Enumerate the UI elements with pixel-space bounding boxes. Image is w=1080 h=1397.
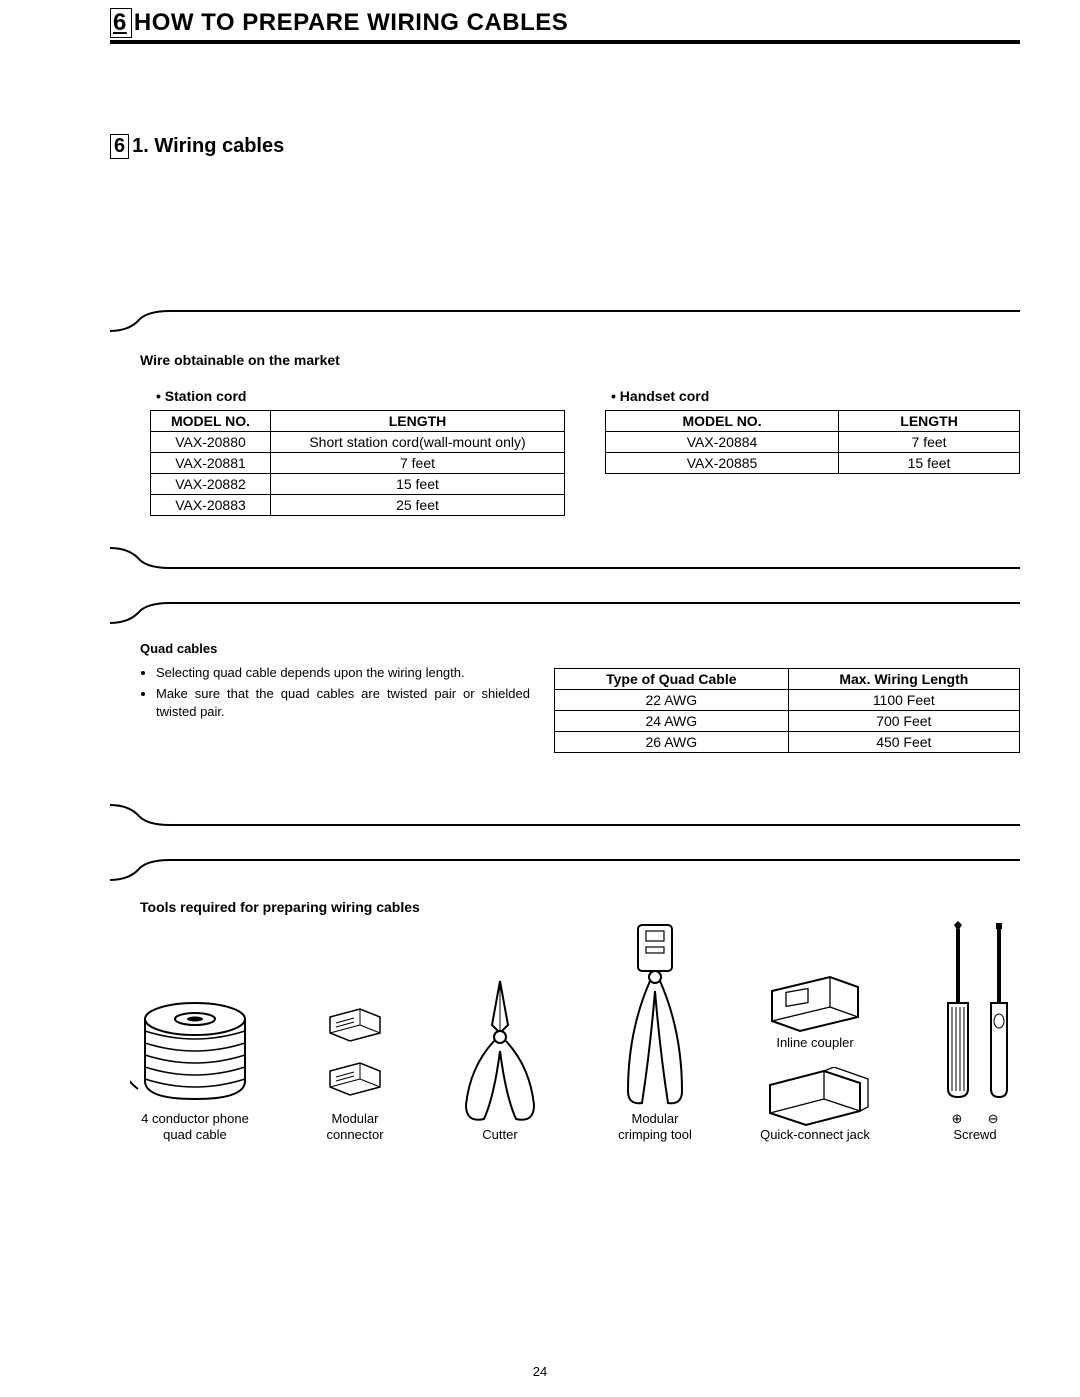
tool-cutter: Cutter [450, 977, 550, 1143]
tool-label: Inline coupler [760, 1035, 870, 1051]
quad-title: Quad cables [140, 640, 530, 658]
screwdriver-icon [930, 921, 1020, 1111]
quad-text: Quad cables Selecting quad cable depends… [140, 640, 530, 724]
table-row: 22 AWG1100 Feet [555, 690, 1020, 711]
handset-cord-label: • Handset cord [611, 388, 1020, 404]
quad-bullet: Make sure that the quad cables are twist… [156, 685, 530, 720]
wire-market-heading: Wire obtainable on the market [140, 352, 1020, 368]
quad-cable-table: Type of Quad Cable Max. Wiring Length 22… [554, 668, 1020, 753]
table-row: VAX-2088215 feet [151, 474, 565, 495]
chapter-title-text: HOW TO PREPARE WIRING CABLES [134, 9, 568, 36]
tool-screwdrivers: ⊕ ⊖ Screwd [930, 921, 1020, 1142]
section-index: 1. [132, 135, 149, 157]
quad-bullet: Selecting quad cable depends upon the wi… [156, 664, 530, 682]
table-row: VAX-2088515 feet [606, 453, 1020, 474]
table-row: 26 AWG450 Feet [555, 732, 1020, 753]
handset-th-model: MODEL NO. [606, 411, 839, 432]
cutter-icon [450, 977, 550, 1127]
tool-label: Modular connector [326, 1111, 383, 1142]
table-row: 24 AWG700 Feet [555, 711, 1020, 732]
tool-label: Cutter [482, 1127, 517, 1143]
quad-th-max: Max. Wiring Length [788, 669, 1019, 690]
tool-label: 4 conductor phone quad cable [141, 1111, 249, 1142]
table-row: VAX-208817 feet [151, 453, 565, 474]
quad-cables-section: Quad cables Selecting quad cable depends… [140, 640, 1020, 753]
tool-label: Quick-connect jack [760, 1127, 870, 1143]
tools-heading: Tools required for preparing wiring cabl… [140, 899, 1020, 915]
cord-tables-row: • Station cord MODEL NO. LENGTH VAX-2088… [150, 388, 1020, 516]
table-row: VAX-2088325 feet [151, 495, 565, 516]
modular-connector-icon [320, 1001, 390, 1111]
section-heading: 61. Wiring cables [110, 134, 1020, 159]
quick-connect-jack-icon [760, 1067, 870, 1127]
station-cord-label: • Station cord [156, 388, 565, 404]
divider-curve-open-1 [110, 309, 1020, 333]
section-title: Wiring cables [154, 135, 284, 157]
station-cord-table: MODEL NO. LENGTH VAX-20880Short station … [150, 410, 565, 516]
divider-curve-open-2 [110, 601, 1020, 625]
station-cord-group: • Station cord MODEL NO. LENGTH VAX-2088… [150, 388, 565, 516]
divider-curve-open-3 [110, 858, 1020, 882]
station-th-length: LENGTH [271, 411, 565, 432]
tool-modular-connector: Modular connector [320, 1001, 390, 1142]
table-row: VAX-20880Short station cord(wall-mount o… [151, 432, 565, 453]
chapter-header: 6HOW TO PREPARE WIRING CABLES [110, 8, 1020, 44]
table-row: VAX-208847 feet [606, 432, 1020, 453]
handset-cord-group: • Handset cord MODEL NO. LENGTH VAX-2088… [605, 388, 1020, 516]
tool-cable-spool: 4 conductor phone quad cable [130, 991, 260, 1142]
quad-th-type: Type of Quad Cable [555, 669, 789, 690]
tool-coupler-and-jack: Inline coupler Quick-connect jack [760, 971, 870, 1142]
inline-coupler-icon [760, 971, 870, 1035]
station-th-model: MODEL NO. [151, 411, 271, 432]
tool-crimping-tool: Modular crimping tool [610, 921, 700, 1142]
crimping-tool-icon [610, 921, 700, 1111]
tool-label: Screwd [953, 1127, 996, 1143]
section-number-box: 6 [110, 134, 129, 159]
handset-th-length: LENGTH [839, 411, 1020, 432]
page-number: 24 [0, 1364, 1080, 1379]
cable-spool-icon [130, 991, 260, 1111]
chapter-number-box: 6 [110, 8, 132, 38]
handset-cord-table: MODEL NO. LENGTH VAX-208847 feet VAX-208… [605, 410, 1020, 474]
tool-label: Modular crimping tool [618, 1111, 692, 1142]
tools-row: 4 conductor phone quad cable Modular con… [130, 921, 1020, 1142]
divider-curve-close-1 [110, 546, 1020, 570]
divider-curve-close-2 [110, 803, 1020, 827]
